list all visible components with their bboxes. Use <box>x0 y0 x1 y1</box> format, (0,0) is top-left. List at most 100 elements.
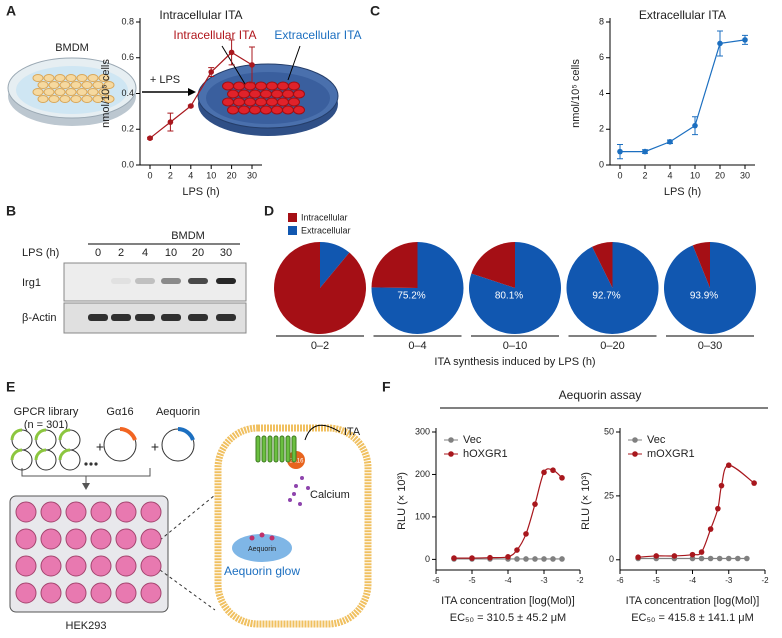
insert <box>58 448 71 461</box>
cell <box>244 97 256 107</box>
cell <box>288 97 300 107</box>
fit-line <box>638 464 755 558</box>
cell <box>76 74 88 82</box>
panel-label: E <box>6 379 15 395</box>
point <box>487 554 493 561</box>
cell <box>255 81 267 91</box>
legend-label: Vec <box>647 434 666 446</box>
well <box>90 501 112 523</box>
point <box>559 475 565 481</box>
well <box>65 555 87 577</box>
receptor-helix <box>285 435 291 463</box>
label: Gα16 <box>106 406 133 418</box>
point <box>167 119 174 125</box>
band <box>111 278 131 284</box>
receptor-helix <box>261 435 267 463</box>
y-axis-label: nmol/10⁵ cells <box>570 59 582 128</box>
x-tick-label: -3 <box>540 576 548 585</box>
plus: + <box>96 439 104 455</box>
dot <box>89 462 93 466</box>
band <box>135 278 155 284</box>
point <box>635 554 641 561</box>
cell <box>32 88 44 96</box>
legend-label: Extracellular <box>301 225 351 235</box>
well <box>140 555 162 577</box>
point <box>671 553 678 559</box>
lane-label: 20 <box>192 247 204 259</box>
panel-label: B <box>6 203 16 219</box>
cell <box>54 74 66 82</box>
x-tick-label: 4 <box>667 170 672 180</box>
point <box>715 505 721 512</box>
calcium <box>249 535 255 541</box>
dish-label: BMDM <box>55 42 89 54</box>
slice-label: 75.2% <box>397 291 425 302</box>
panel-label: A <box>6 3 16 19</box>
plus: + <box>151 439 159 455</box>
point <box>742 37 748 43</box>
annotation: EC₅₀ = 310.5 ± 45.2 μM <box>450 612 566 624</box>
lane-label: 10 <box>165 247 177 259</box>
pie-slice <box>371 242 418 288</box>
cell <box>260 89 272 99</box>
cell <box>70 81 82 89</box>
y-tick-label: 200 <box>415 469 430 479</box>
well <box>90 528 112 550</box>
cell <box>98 88 110 96</box>
point <box>617 148 623 155</box>
panel-e: GPCR library (n = 301) Gα16 Aequorin + +… <box>9 406 372 632</box>
band <box>216 314 236 321</box>
y-tick-label: 0 <box>609 554 614 564</box>
x-tick-label: -2 <box>576 576 584 585</box>
well <box>15 555 37 577</box>
point <box>718 482 725 489</box>
y-axis-label: nmol/10⁵ cells <box>100 59 112 128</box>
x-tick-label: -4 <box>504 576 512 585</box>
x-tick-label: 4 <box>188 170 193 180</box>
cell <box>293 105 305 115</box>
legend-label: Intracellular <box>301 212 348 222</box>
category-label: 0–4 <box>408 340 426 352</box>
point <box>550 556 556 562</box>
bracket <box>21 468 151 484</box>
x-tick-label: -4 <box>689 576 697 585</box>
insert <box>58 428 71 441</box>
cell <box>238 105 250 115</box>
well <box>140 501 162 523</box>
line <box>149 51 253 139</box>
x-tick-label: -6 <box>432 576 440 585</box>
y-tick-label: 100 <box>415 511 430 521</box>
well <box>140 582 162 604</box>
well <box>40 501 62 523</box>
calcium <box>269 535 275 541</box>
point <box>532 501 538 507</box>
cell <box>92 95 104 103</box>
x-tick-label: 30 <box>247 170 257 180</box>
legend-marker <box>448 451 454 457</box>
lane-label: 30 <box>220 247 232 259</box>
point <box>532 556 538 562</box>
panel-b: BMDM LPS (h) Irg1 β-Actin 0 2 4 10 20 30 <box>22 230 247 334</box>
insert <box>119 427 137 441</box>
receptor-helix <box>267 435 273 463</box>
point <box>208 69 214 75</box>
y-tick-label: 300 <box>415 426 430 436</box>
point <box>541 469 547 476</box>
x-tick-label: 0 <box>147 170 152 180</box>
cell <box>238 89 250 99</box>
lane-label: 4 <box>142 247 148 259</box>
cell <box>59 81 71 89</box>
cell <box>249 105 261 115</box>
x-tick-label: 30 <box>740 170 750 180</box>
insert <box>10 428 23 441</box>
slice-label: 93.9% <box>690 291 718 302</box>
chart-title: Intracellular ITA <box>159 8 242 22</box>
point <box>653 553 660 559</box>
y-tick-label: 0.2 <box>121 124 134 134</box>
point <box>707 555 714 562</box>
cell <box>277 97 289 107</box>
x-tick-label: 10 <box>690 170 700 180</box>
band-label: β-Actin <box>22 312 56 324</box>
y-tick-label: 0 <box>599 159 604 169</box>
cell <box>288 81 300 91</box>
